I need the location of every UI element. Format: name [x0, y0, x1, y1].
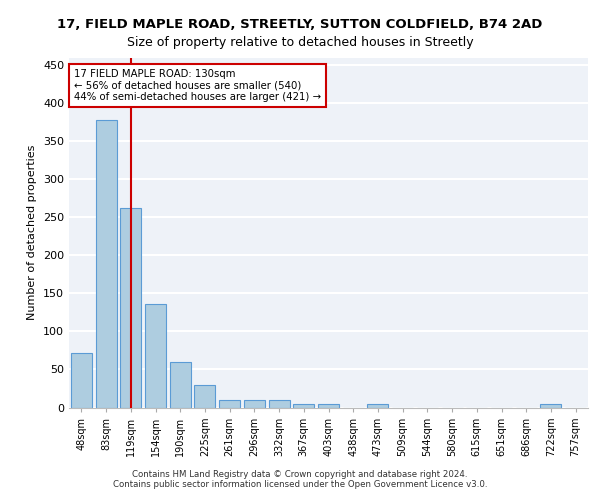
Bar	[95, 120, 116, 408]
Bar	[219, 400, 240, 407]
Y-axis label: Number of detached properties: Number of detached properties	[28, 145, 37, 320]
Bar	[244, 400, 265, 407]
Bar	[120, 208, 141, 408]
Bar	[71, 352, 92, 408]
Text: Size of property relative to detached houses in Streetly: Size of property relative to detached ho…	[127, 36, 473, 49]
Bar	[293, 404, 314, 407]
Bar	[541, 404, 562, 407]
Bar	[269, 400, 290, 407]
Bar	[170, 362, 191, 408]
Text: 17 FIELD MAPLE ROAD: 130sqm
← 56% of detached houses are smaller (540)
44% of se: 17 FIELD MAPLE ROAD: 130sqm ← 56% of det…	[74, 69, 321, 102]
Text: 17, FIELD MAPLE ROAD, STREETLY, SUTTON COLDFIELD, B74 2AD: 17, FIELD MAPLE ROAD, STREETLY, SUTTON C…	[58, 18, 542, 30]
Bar	[145, 304, 166, 408]
Bar	[194, 384, 215, 407]
Text: Contains HM Land Registry data © Crown copyright and database right 2024.
Contai: Contains HM Land Registry data © Crown c…	[113, 470, 487, 489]
Bar	[367, 404, 388, 407]
Bar	[318, 404, 339, 407]
